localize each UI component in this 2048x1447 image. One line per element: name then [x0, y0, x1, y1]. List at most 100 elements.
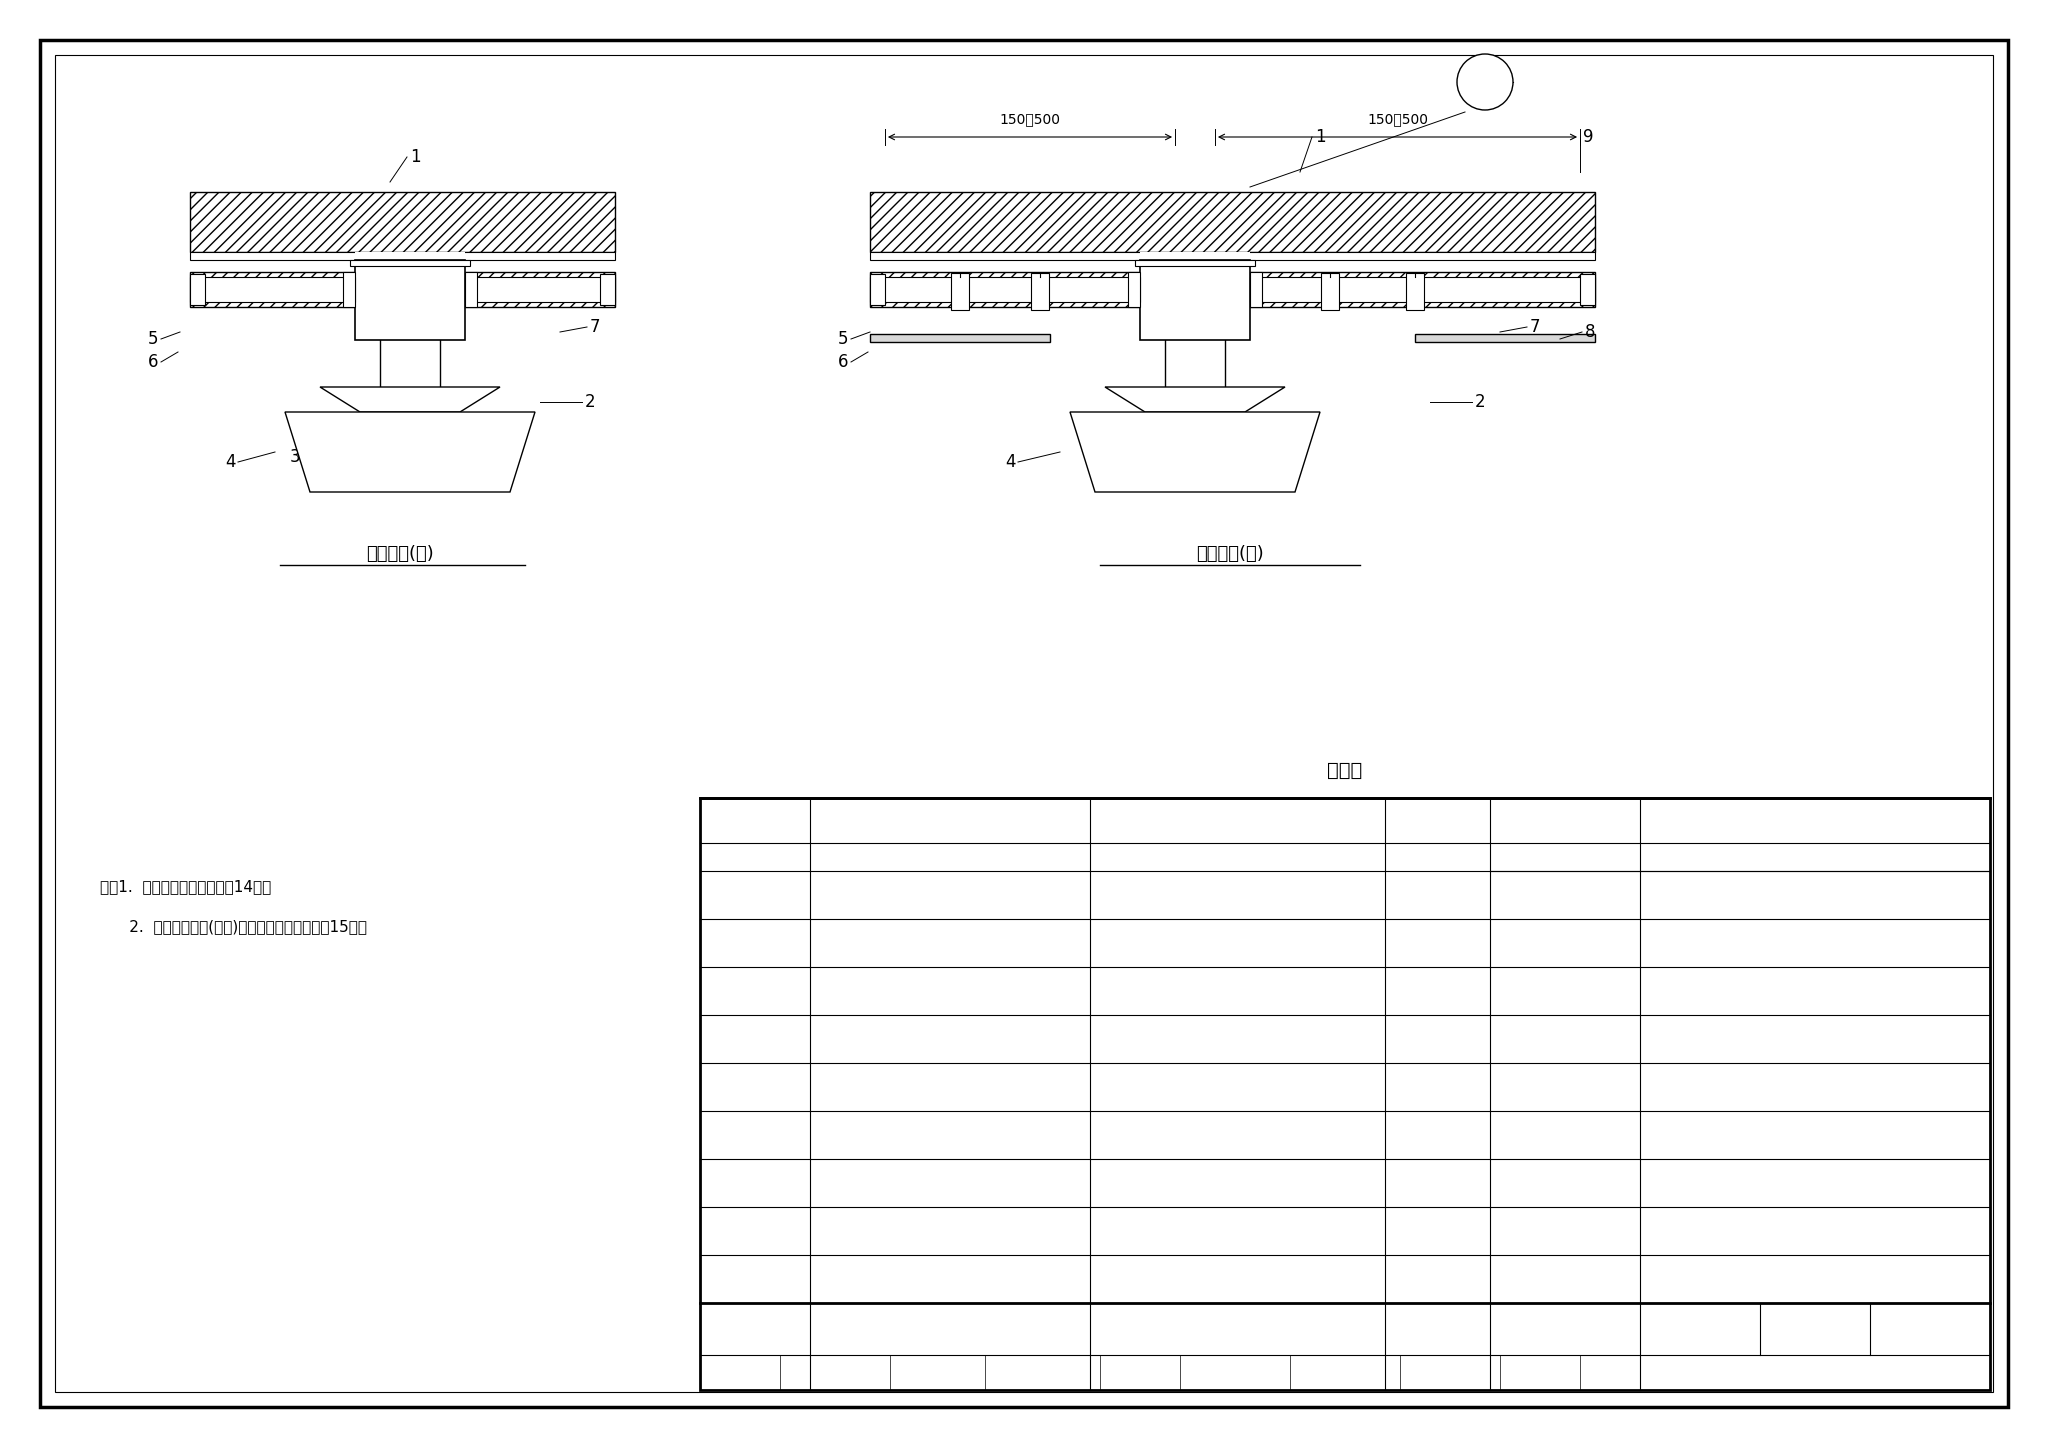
- Text: 86系列: 86系列: [1219, 1272, 1255, 1286]
- Text: 150～500: 150～500: [1366, 111, 1427, 126]
- Text: 见设计选型: 见设计选型: [1214, 1032, 1260, 1046]
- Text: 校对: 校对: [930, 1366, 944, 1379]
- Text: 2: 2: [1810, 1079, 1821, 1094]
- Text: 8: 8: [750, 936, 760, 951]
- Text: 根: 根: [1434, 1175, 1442, 1191]
- Text: 页: 页: [1536, 1366, 1544, 1379]
- Text: 接线盒: 接线盒: [936, 1272, 965, 1286]
- Text: 4: 4: [1561, 1032, 1571, 1046]
- Text: 李  涛: 李 涛: [1030, 1366, 1055, 1379]
- Text: 2: 2: [1475, 394, 1485, 411]
- Text: 膨胀螺栓: 膨胀螺栓: [932, 887, 969, 903]
- Bar: [350, 260, 469, 266]
- Text: 7: 7: [590, 318, 600, 336]
- Bar: [870, 272, 1595, 307]
- Text: 序号: 序号: [745, 805, 764, 820]
- Text: 底座: 底座: [940, 1224, 958, 1239]
- Bar: [1249, 276, 1595, 302]
- Text: M6: M6: [1227, 887, 1249, 903]
- Text: 2: 2: [1561, 1079, 1571, 1094]
- Text: 个: 个: [1434, 1079, 1442, 1094]
- Text: 6: 6: [147, 353, 158, 370]
- Text: 3: 3: [750, 1175, 760, 1191]
- Bar: [465, 276, 614, 302]
- Text: 见设计选型: 见设计选型: [1214, 1079, 1260, 1094]
- Bar: [342, 272, 354, 307]
- Text: 2: 2: [1810, 1175, 1821, 1191]
- Text: 4: 4: [750, 1127, 760, 1143]
- Text: 1: 1: [1561, 1127, 1571, 1143]
- Text: －: －: [1561, 936, 1569, 951]
- Text: 15: 15: [1477, 85, 1493, 98]
- Text: 火灾探测器在楼板上安装图: 火灾探测器在楼板上安装图: [1149, 1320, 1311, 1338]
- Text: 5: 5: [147, 330, 158, 347]
- Text: 锁母: 锁母: [940, 1032, 958, 1046]
- Text: 李红奇: 李红奇: [1440, 1366, 1462, 1379]
- Text: 6: 6: [750, 1032, 760, 1046]
- Bar: [354, 260, 465, 340]
- Text: 1: 1: [1810, 1127, 1821, 1143]
- Polygon shape: [1069, 412, 1321, 492]
- Bar: [190, 252, 614, 260]
- Text: 1: 1: [1561, 1224, 1571, 1239]
- Text: 2.  接线盒与墙体(楼板)的安装详图见本图集第15页。: 2. 接线盒与墙体(楼板)的安装详图见本图集第15页。: [100, 919, 367, 935]
- Bar: [190, 276, 354, 302]
- Text: 4: 4: [1006, 453, 1016, 472]
- Text: 个: 个: [1434, 1127, 1442, 1143]
- Text: 个: 个: [1434, 936, 1442, 951]
- Text: 个: 个: [1434, 1272, 1442, 1286]
- Polygon shape: [870, 334, 1051, 341]
- Text: －: －: [1561, 984, 1569, 998]
- Text: 安装方式(二): 安装方式(二): [1196, 546, 1264, 563]
- Text: 名 称: 名 称: [938, 805, 963, 820]
- Text: 个: 个: [1434, 1032, 1442, 1046]
- Bar: [1407, 273, 1423, 310]
- Bar: [354, 252, 465, 307]
- Text: 14ST201-4: 14ST201-4: [1888, 1321, 1970, 1337]
- Text: 5: 5: [838, 330, 848, 347]
- Text: 姚凤成: 姚凤成: [823, 1366, 846, 1379]
- Text: m: m: [1430, 984, 1446, 998]
- Bar: [190, 272, 614, 307]
- Text: 6: 6: [838, 353, 848, 370]
- Text: 4: 4: [1810, 1032, 1821, 1046]
- Bar: [870, 273, 885, 305]
- Polygon shape: [285, 412, 535, 492]
- Text: 规 格: 规 格: [1227, 805, 1249, 820]
- Text: 1: 1: [1810, 1272, 1821, 1286]
- Text: 审核: 审核: [733, 1366, 748, 1379]
- Text: M4: M4: [1227, 1175, 1249, 1191]
- Text: 1: 1: [410, 148, 420, 166]
- Text: 见设计选型: 见设计选型: [1214, 1127, 1260, 1143]
- Text: 2: 2: [1561, 1175, 1571, 1191]
- Text: 2: 2: [1810, 936, 1821, 951]
- Text: 1: 1: [1810, 1224, 1821, 1239]
- Text: 设计: 设计: [1227, 1366, 1243, 1379]
- Text: 4: 4: [1810, 887, 1821, 903]
- Bar: [1141, 252, 1249, 307]
- Bar: [1135, 260, 1255, 266]
- Polygon shape: [1106, 386, 1284, 412]
- Text: 见设计选型: 见设计选型: [1214, 936, 1260, 951]
- Text: 9: 9: [1583, 127, 1593, 146]
- Circle shape: [1456, 54, 1513, 110]
- Text: 2: 2: [750, 1224, 760, 1239]
- Text: 材料表: 材料表: [1327, 761, 1362, 780]
- Text: 单位: 单位: [1427, 805, 1446, 820]
- Polygon shape: [319, 386, 500, 412]
- Text: 见设计选型: 见设计选型: [1214, 1224, 1260, 1239]
- Bar: [1321, 273, 1339, 310]
- Text: 专业: 专业: [1133, 1366, 1147, 1379]
- Text: 5: 5: [750, 1079, 760, 1094]
- Text: A: A: [1481, 65, 1489, 78]
- Bar: [1249, 272, 1262, 307]
- Bar: [870, 276, 1141, 302]
- Text: 9: 9: [750, 887, 760, 903]
- Bar: [1030, 273, 1049, 310]
- Text: 3: 3: [289, 449, 301, 466]
- Text: 见设计选型: 见设计选型: [1214, 984, 1260, 998]
- Text: 护口: 护口: [940, 1079, 958, 1094]
- Text: 个: 个: [1434, 1224, 1442, 1239]
- Bar: [1141, 260, 1249, 340]
- Bar: [870, 192, 1595, 252]
